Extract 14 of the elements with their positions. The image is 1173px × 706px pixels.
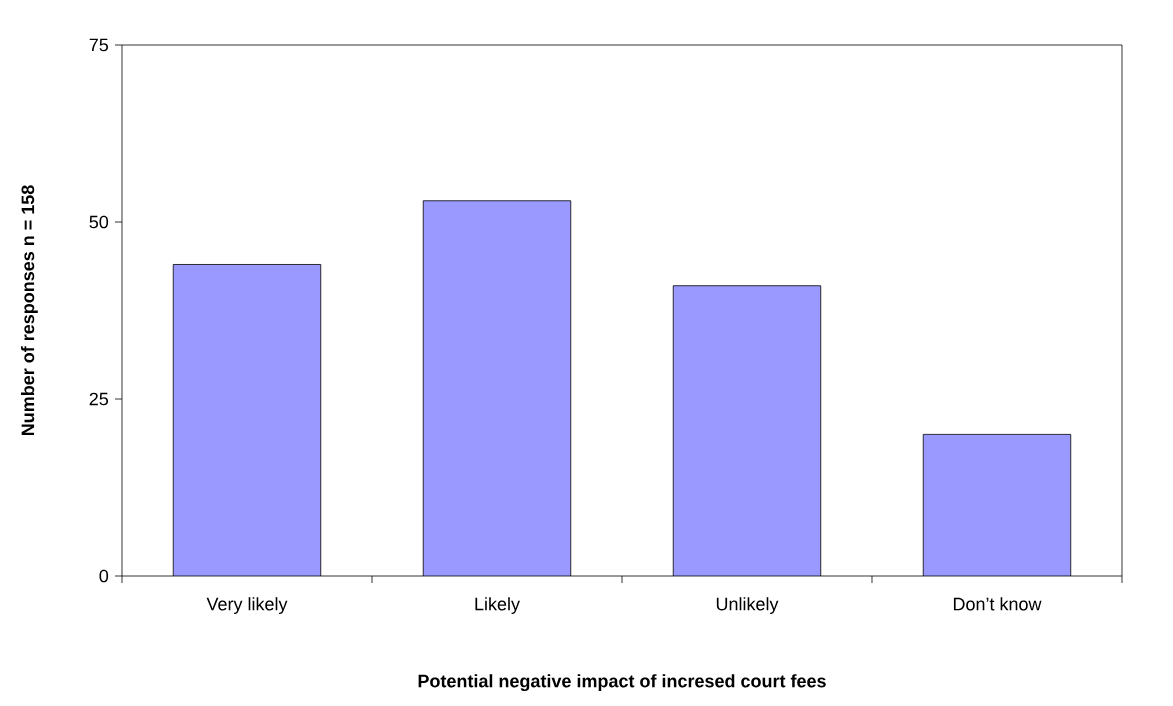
x-axis-title: Potential negative impact of incresed court fees	[418, 674, 826, 692]
y-axis-title: Number of responses n = 158	[21, 185, 38, 436]
x-tick-label: Unlikely	[716, 597, 779, 614]
bar	[422, 200, 572, 576]
y-tick-label: 50	[89, 215, 109, 229]
y-tick-label: 25	[89, 392, 109, 406]
bar	[672, 285, 822, 576]
bar	[172, 264, 322, 576]
bar	[922, 434, 1072, 576]
x-tick-label: Very likely	[206, 597, 288, 614]
x-tick-label: Don’t know	[953, 597, 1042, 611]
y-tick-label: 0	[99, 569, 109, 583]
y-tick-label: 75	[89, 38, 109, 52]
x-tick-label: Likely	[475, 597, 520, 614]
